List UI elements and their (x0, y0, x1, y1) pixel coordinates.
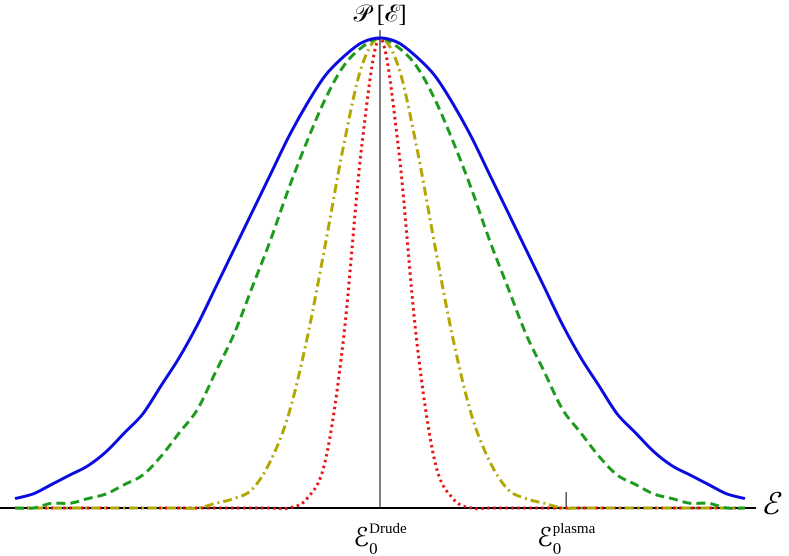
tick-subscript: 0 (553, 539, 562, 556)
curve (15, 36, 745, 510)
y-axis-label: 𝒫 [ℰ] (353, 2, 406, 28)
x-tick-label: ℰplasma 0 (537, 521, 596, 556)
tick-symbol: ℰ (353, 523, 369, 552)
tick-superscript: Drude (369, 521, 407, 537)
x-tick-label: ℰDrude 0 (353, 521, 407, 556)
curve (14, 36, 746, 510)
x-axis-label: ℰ (761, 488, 782, 521)
curve (14, 36, 746, 501)
tick-superscript: plasma (553, 521, 596, 537)
tick-subscript: 0 (369, 539, 378, 556)
tick-symbol: ℰ (537, 523, 553, 552)
